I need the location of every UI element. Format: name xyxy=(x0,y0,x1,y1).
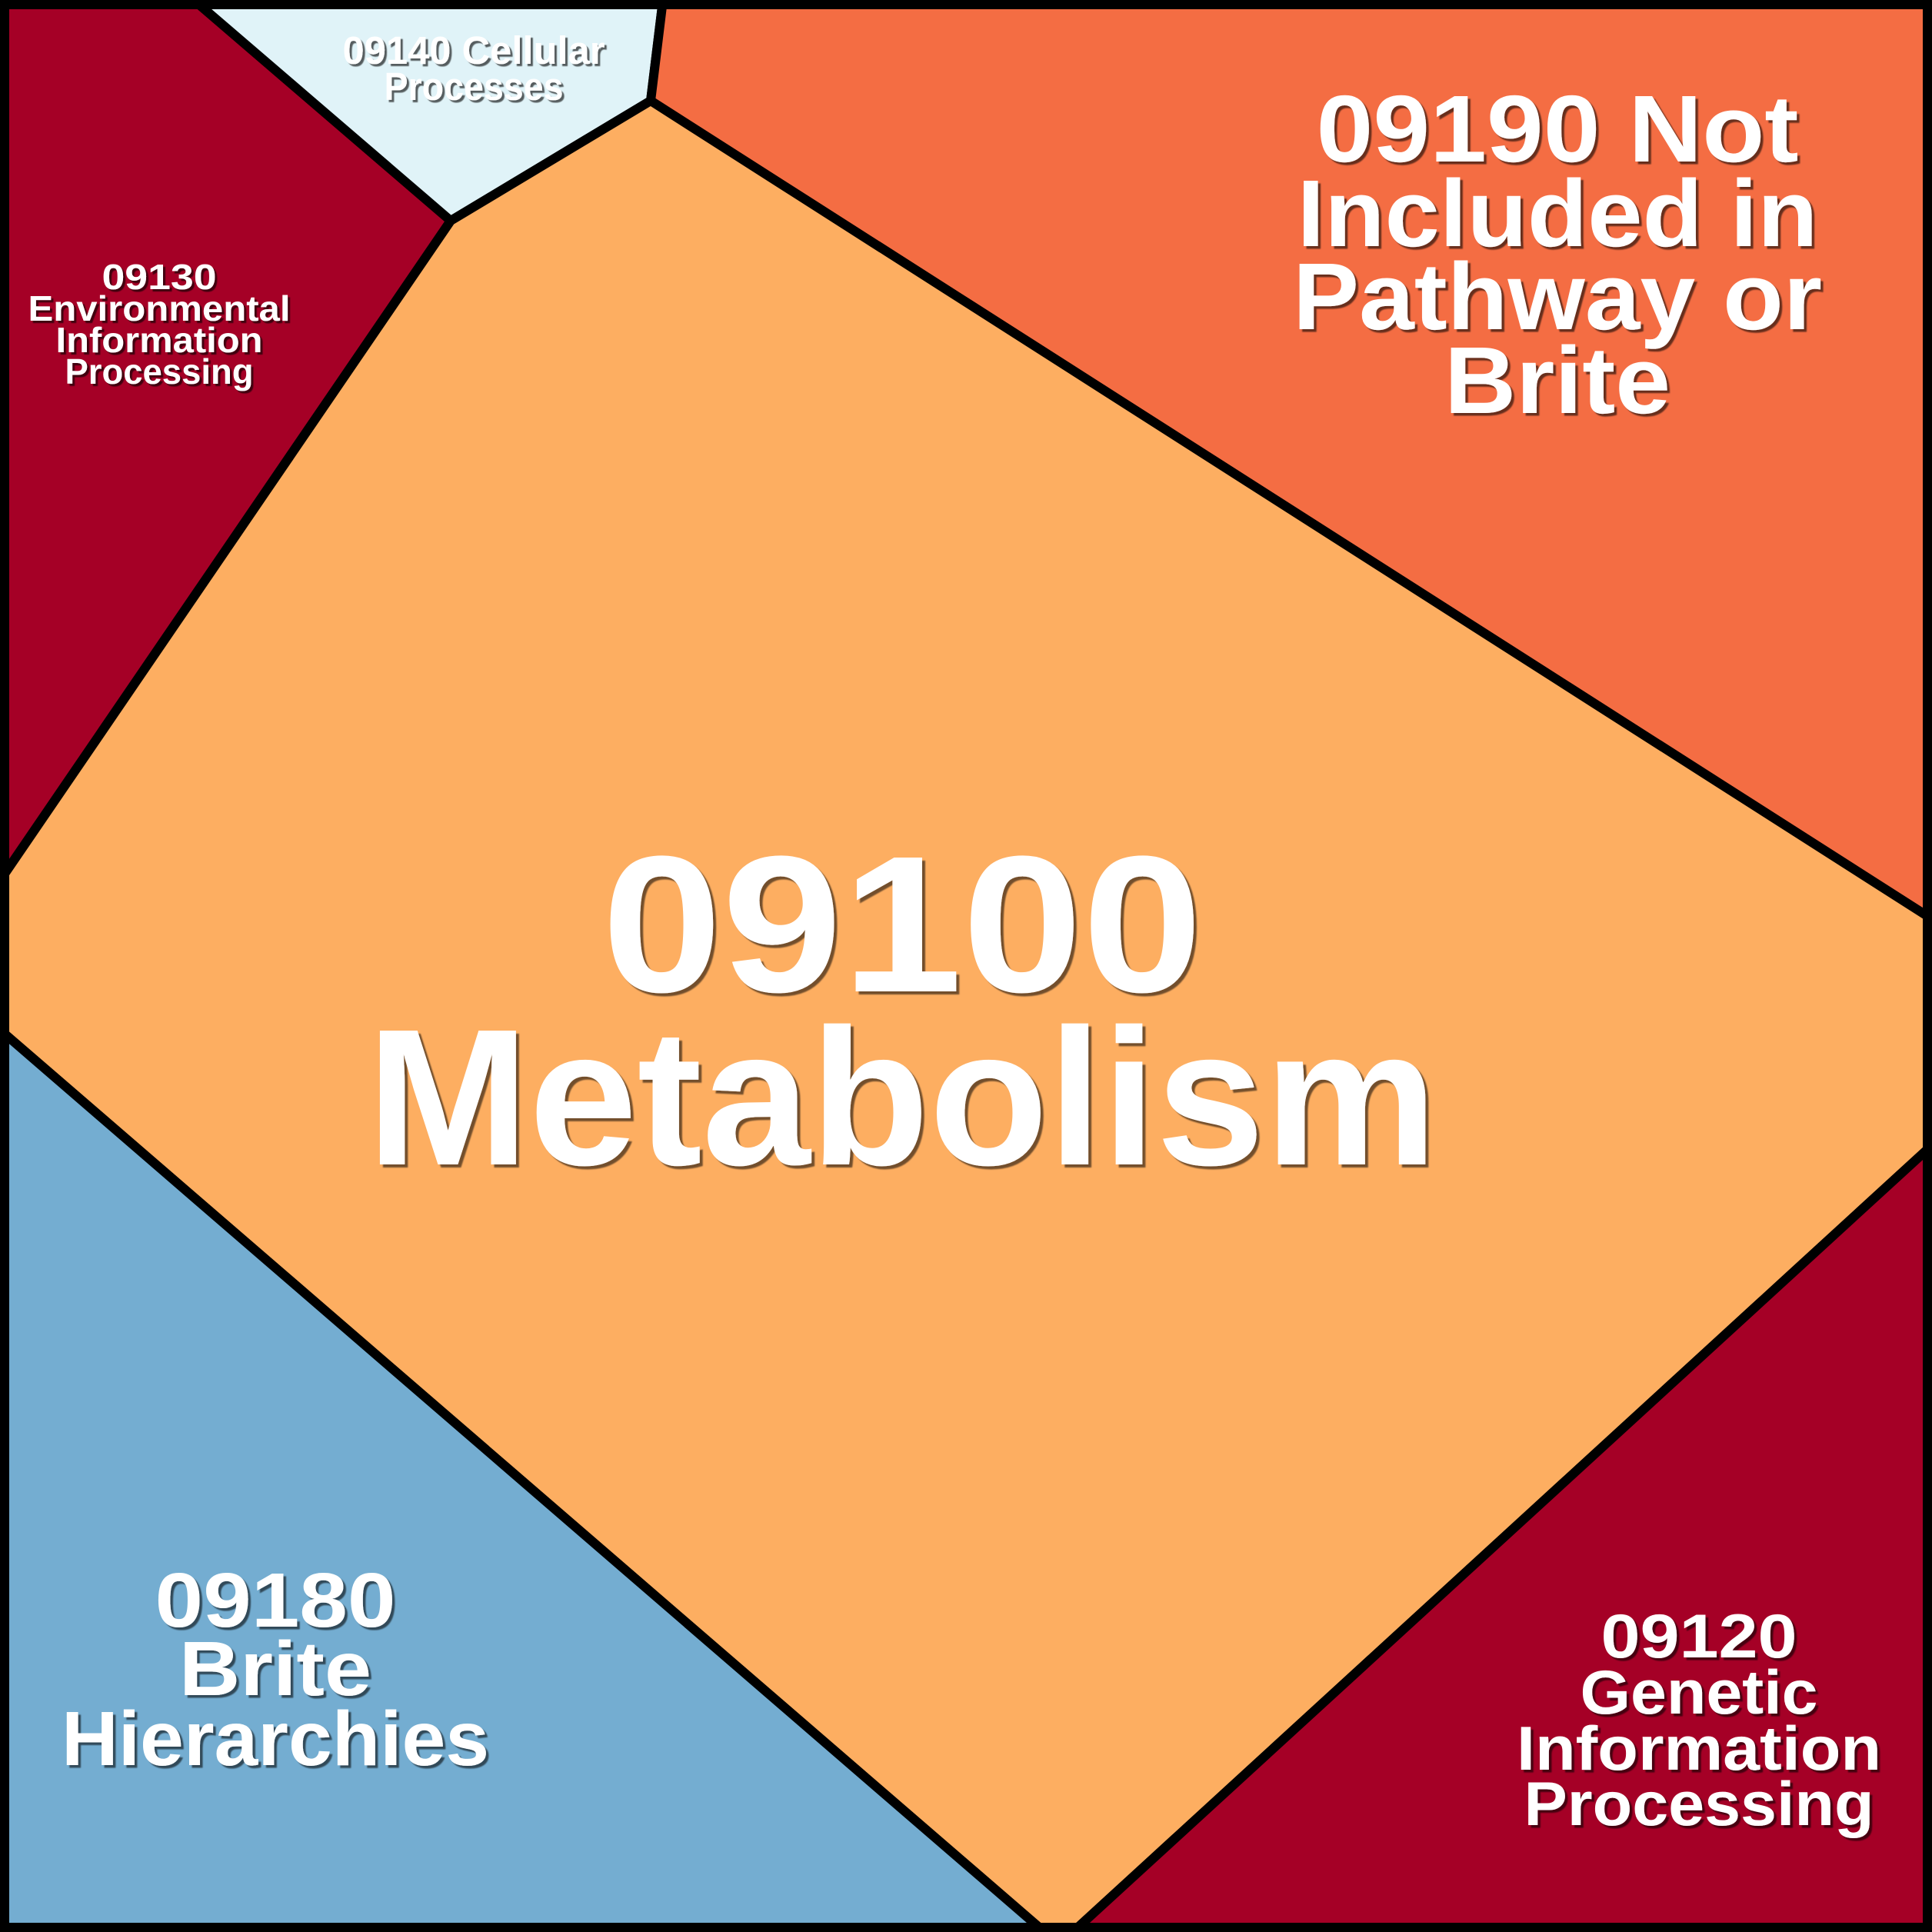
svg-text:Environmental: Environmental xyxy=(28,288,291,328)
svg-text:09190 Not: 09190 Not xyxy=(1317,76,1799,182)
svg-text:09180: 09180 xyxy=(155,1557,396,1644)
svg-text:09120: 09120 xyxy=(1601,1602,1797,1671)
svg-text:Information: Information xyxy=(1517,1714,1881,1784)
svg-text:Information: Information xyxy=(56,320,263,360)
svg-text:Brite: Brite xyxy=(179,1626,371,1712)
svg-text:Genetic: Genetic xyxy=(1581,1658,1818,1727)
svg-text:Included in: Included in xyxy=(1297,161,1818,267)
svg-text:Processing: Processing xyxy=(65,351,254,391)
svg-text:Hierarchies: Hierarchies xyxy=(62,1696,489,1782)
svg-text:09140 Cellular: 09140 Cellular xyxy=(343,28,605,72)
svg-text:Brite: Brite xyxy=(1444,328,1671,434)
svg-text:Processing: Processing xyxy=(1524,1770,1874,1839)
svg-text:Pathway or: Pathway or xyxy=(1293,244,1822,350)
svg-text:09130: 09130 xyxy=(102,257,217,297)
svg-text:Metabolism: Metabolism xyxy=(367,988,1437,1206)
svg-text:09100: 09100 xyxy=(602,815,1203,1033)
svg-text:Processes: Processes xyxy=(385,65,564,108)
